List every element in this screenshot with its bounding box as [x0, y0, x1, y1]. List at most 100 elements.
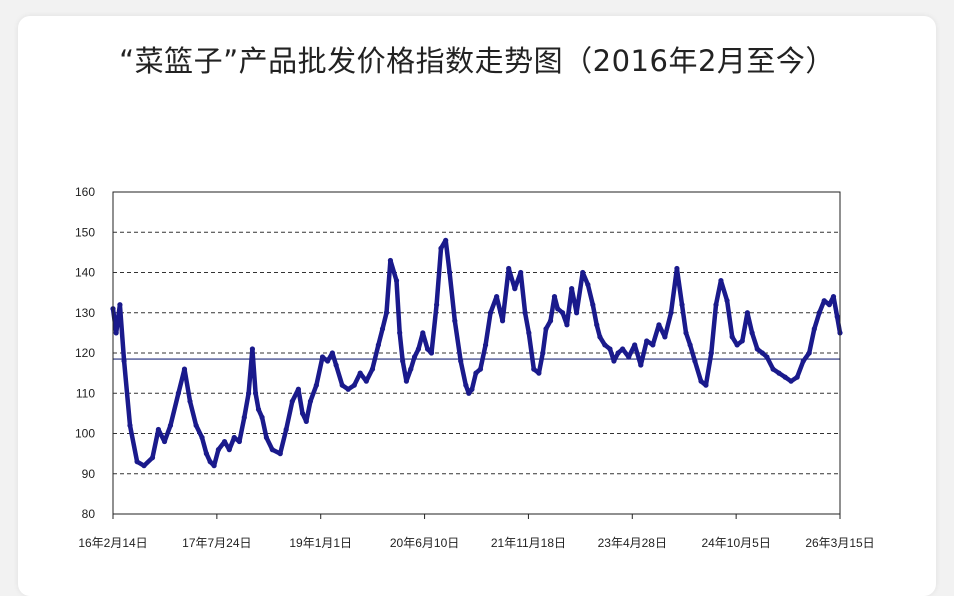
data-point [739, 338, 745, 344]
data-point [127, 422, 133, 429]
data-point [351, 382, 357, 388]
data-point [518, 269, 524, 276]
data-point [141, 463, 147, 469]
data-point [703, 382, 709, 388]
data-point [569, 286, 575, 292]
y-tick-label: 110 [76, 386, 95, 400]
data-point [149, 455, 156, 461]
data-point [289, 398, 295, 404]
data-point [536, 370, 542, 376]
data-point [718, 277, 724, 284]
data-point [826, 302, 832, 308]
data-point [522, 310, 528, 316]
data-point [231, 434, 237, 441]
data-point [295, 386, 302, 392]
y-tick-label: 90 [82, 467, 96, 481]
data-point [607, 346, 613, 352]
data-point [241, 414, 247, 420]
data-point [692, 358, 698, 364]
data-point [236, 438, 242, 445]
data-point [379, 326, 386, 332]
data-point [759, 350, 766, 356]
data-point [403, 378, 410, 384]
data-point [788, 378, 794, 384]
data-point [683, 330, 689, 336]
data-point [199, 434, 205, 441]
data-point [764, 354, 770, 360]
data-point [187, 398, 193, 404]
x-tick-label: 26年3月15日 [805, 536, 874, 550]
data-point [345, 386, 351, 392]
data-point [679, 302, 685, 308]
data-point [782, 374, 788, 380]
data-point [708, 350, 714, 356]
data-point [821, 298, 827, 304]
data-point [408, 366, 414, 372]
data-point [770, 366, 776, 372]
data-point [499, 318, 506, 324]
data-point [744, 310, 750, 316]
data-point [319, 354, 326, 360]
series-line [110, 238, 843, 468]
grid-lines [113, 231, 840, 475]
data-point [181, 366, 188, 372]
data-point [477, 366, 484, 372]
data-point [638, 362, 644, 368]
data-point [333, 362, 339, 368]
data-point [307, 398, 314, 404]
x-tick-label: 23年4月28日 [598, 536, 667, 550]
data-point [526, 330, 532, 336]
data-point [447, 269, 453, 276]
data-point [811, 326, 817, 332]
data-point [400, 358, 406, 364]
data-point [121, 358, 127, 364]
data-point [487, 310, 494, 316]
data-point [452, 318, 458, 324]
x-tick-label: 20年6月10日 [390, 536, 459, 550]
data-point [512, 286, 518, 292]
y-tick-label: 80 [82, 507, 96, 521]
y-tick-label: 100 [75, 427, 95, 441]
data-point [339, 382, 345, 388]
data-point [729, 334, 735, 340]
data-point [580, 269, 586, 276]
y-axis-tick-labels: 80 90 100 110 120 130 140 150 160 [75, 185, 95, 521]
data-point [559, 310, 566, 316]
data-point [794, 374, 800, 380]
data-point [369, 366, 376, 372]
data-point [473, 370, 479, 376]
data-point [776, 370, 782, 376]
y-tick-label: 150 [75, 225, 95, 239]
data-point [749, 330, 755, 336]
series-group [110, 237, 843, 469]
data-point [632, 342, 638, 348]
data-point [277, 451, 283, 457]
data-point [830, 294, 837, 300]
data-point [393, 277, 400, 284]
data-point [215, 447, 222, 453]
x-tick-label: 24年10月5日 [701, 536, 770, 550]
data-point [167, 422, 174, 429]
data-point [175, 390, 181, 396]
data-point [668, 310, 674, 316]
data-point [713, 302, 719, 308]
y-tick-label: 130 [75, 306, 95, 320]
data-point [724, 298, 730, 304]
chart-card [18, 16, 936, 596]
data-point [506, 265, 512, 272]
data-point [211, 463, 217, 469]
data-point [656, 322, 662, 328]
data-point [597, 334, 603, 340]
data-point [494, 294, 500, 300]
data-point [221, 438, 228, 445]
data-point [226, 447, 232, 453]
data-point [734, 342, 740, 348]
data-point [564, 322, 570, 328]
data-point [463, 382, 469, 388]
data-point [806, 350, 812, 356]
data-point [249, 346, 255, 352]
data-point [113, 330, 119, 336]
data-point [800, 358, 806, 364]
data-point [620, 346, 626, 352]
data-point [411, 354, 418, 360]
